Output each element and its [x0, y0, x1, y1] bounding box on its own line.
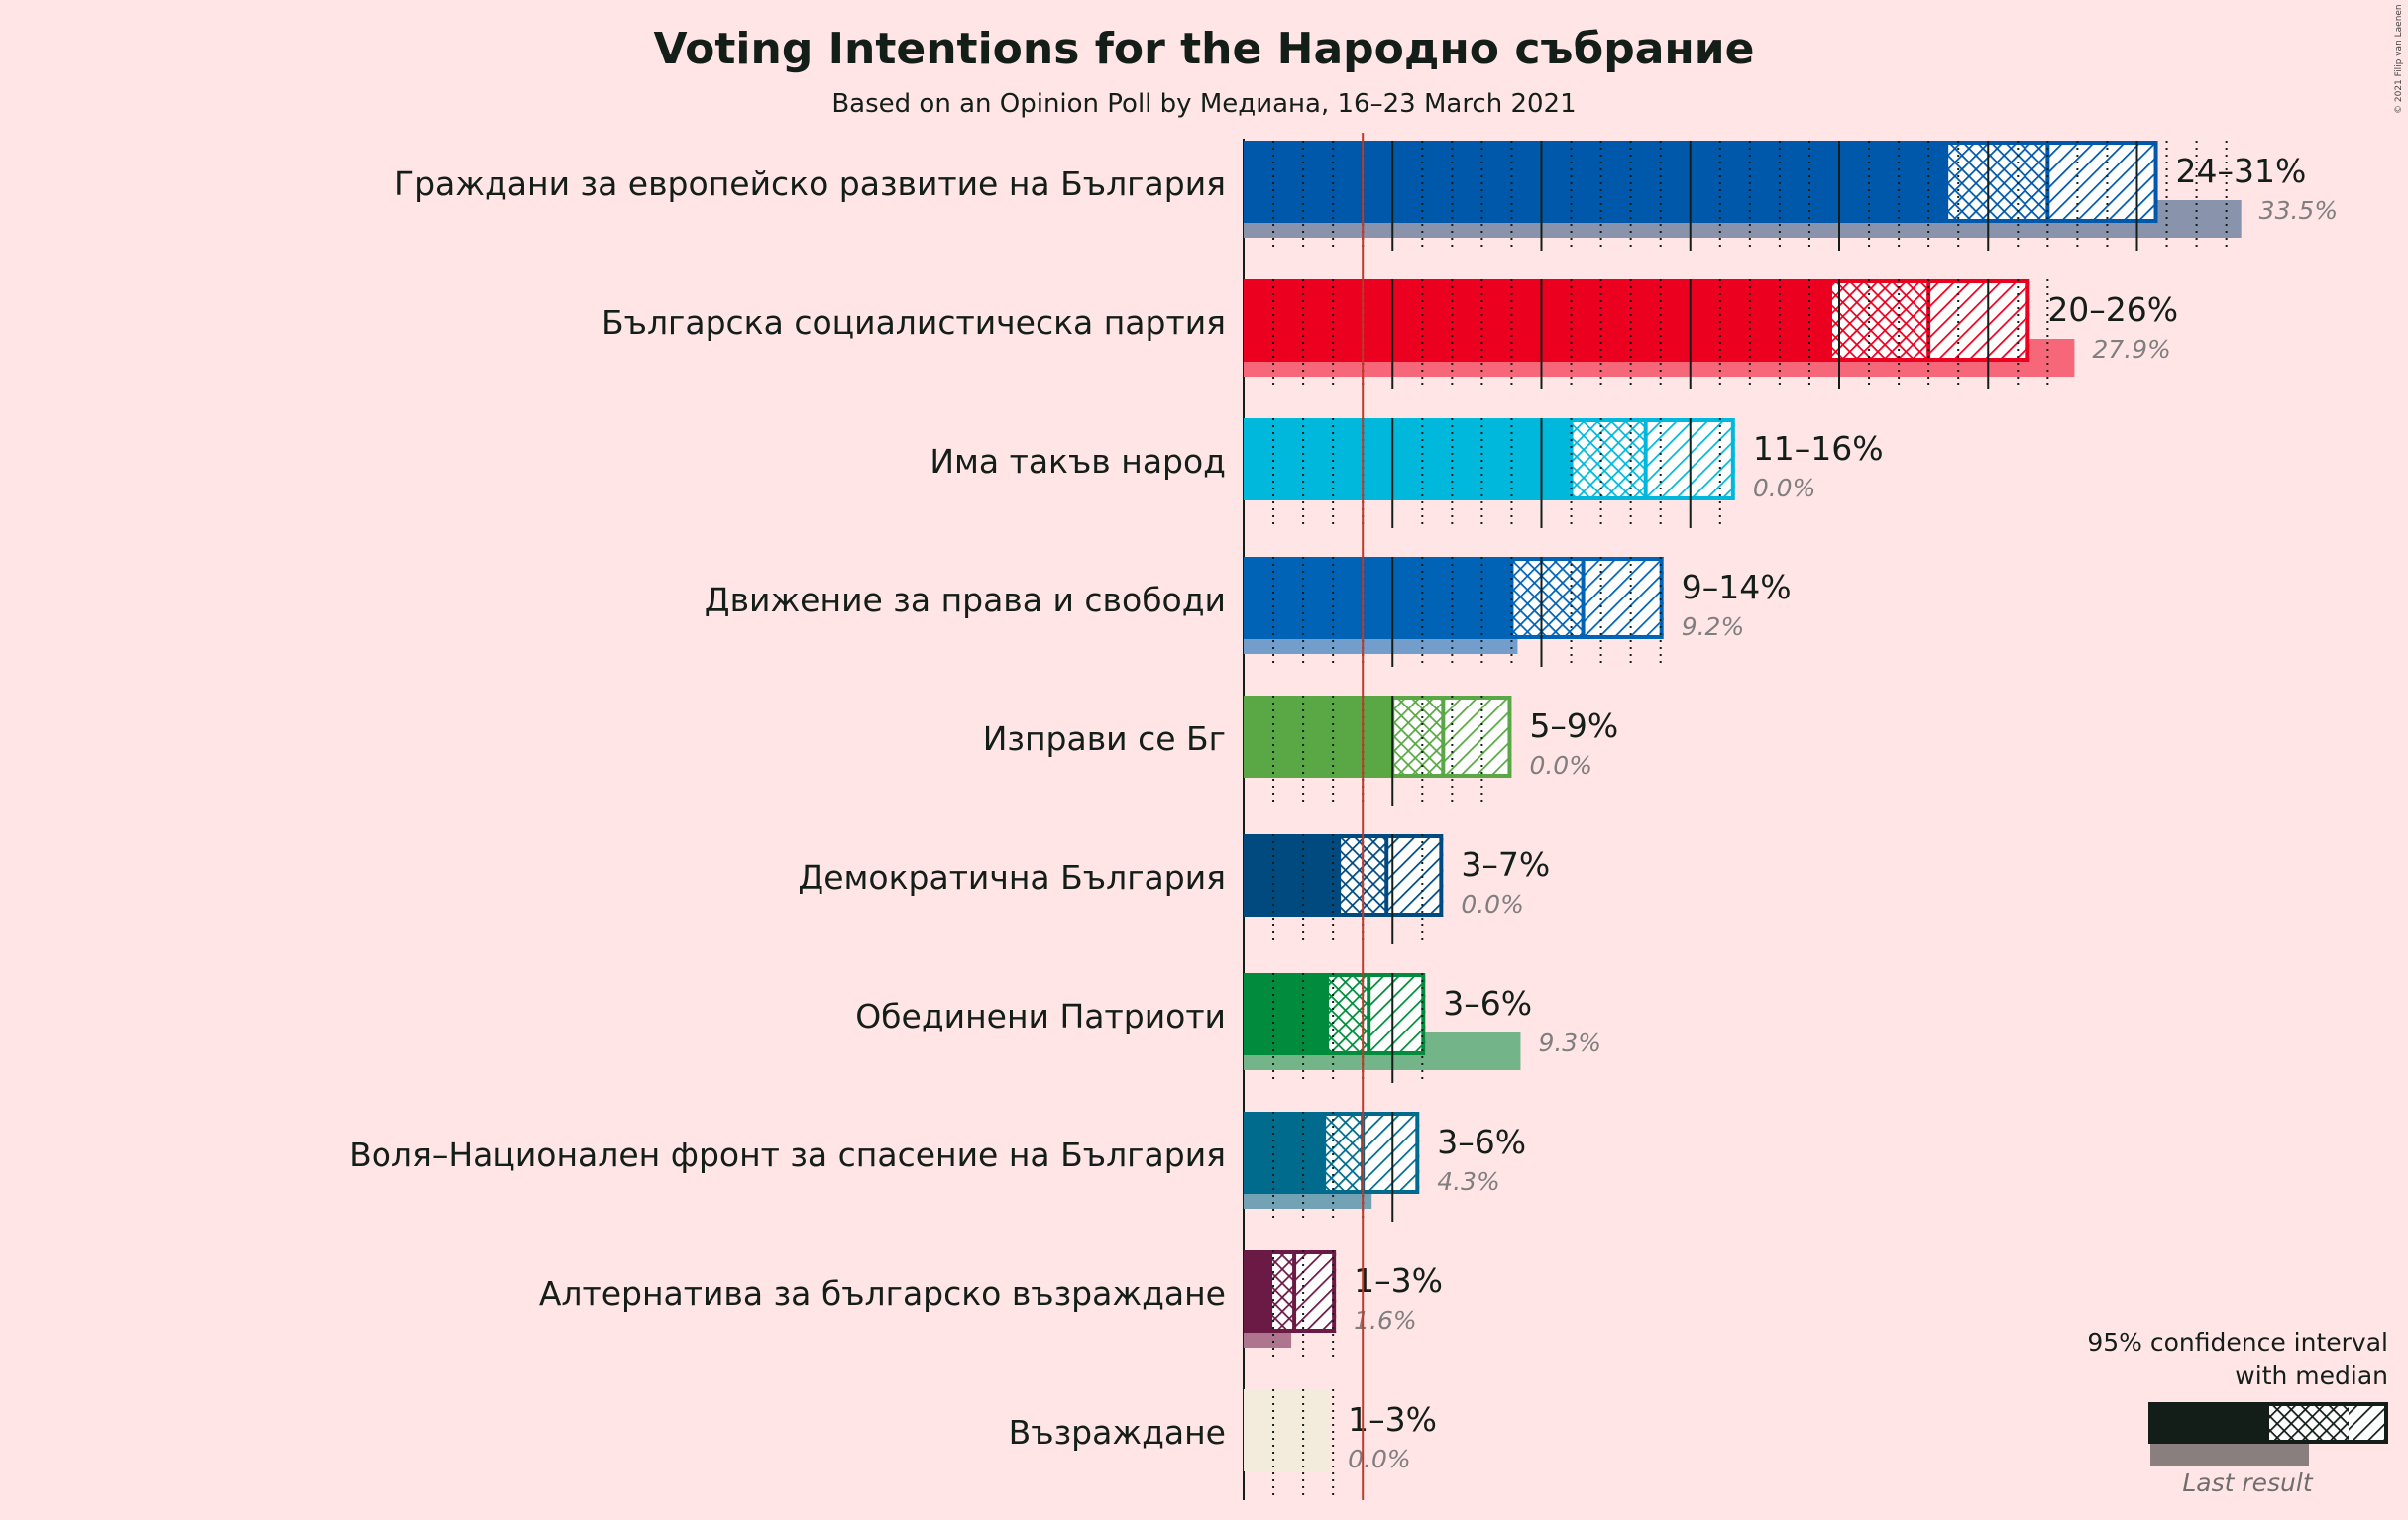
party-label: Движение за права и свободи [705, 581, 1226, 619]
bar-ci-lower [1327, 973, 1369, 1055]
last-result-label: 0.0% [1753, 474, 1816, 502]
chart-subtitle: Based on an Opinion Poll by Медиана, 16–… [831, 89, 1576, 119]
range-label: 3–7% [1461, 845, 1550, 884]
last-result-label: 33.5% [2259, 196, 2338, 225]
ci-outline [1509, 557, 1664, 639]
bar-ci-upper [1386, 834, 1444, 917]
bar-solid [1244, 557, 1512, 639]
party-label: Демократична България [798, 858, 1226, 897]
range-label: 20–26% [2047, 290, 2178, 329]
bar-ci-lower [1946, 141, 2048, 223]
bar-solid [1244, 973, 1328, 1055]
range-label: 1–3% [1354, 1261, 1443, 1300]
range-label: 3–6% [1443, 984, 1532, 1023]
bar-ci-lower [1571, 418, 1646, 500]
range-label: 24–31% [2176, 152, 2307, 190]
legend-outline [2148, 1402, 2388, 1444]
copyright-note: © 2021 Filip van Laenen [2394, 4, 2404, 114]
bar-solid [1244, 834, 1340, 917]
ci-outline [1322, 1112, 1420, 1194]
bar-ci-upper [1368, 973, 1426, 1055]
range-label: 5–9% [1529, 706, 1618, 745]
bar-solid [1244, 1250, 1271, 1333]
bar-ci-lower [1511, 557, 1584, 639]
party-label: Граждани за европейско развитие на Бълга… [394, 164, 1226, 203]
last-result-label: 9.2% [1682, 612, 1745, 641]
ci-outline [1325, 973, 1426, 1055]
bar-solid [1244, 418, 1572, 500]
ci-outline [1569, 418, 1735, 500]
bar-ci-upper [1244, 1389, 1331, 1471]
bar-ci-upper [1928, 279, 2030, 362]
last-result-label: 0.0% [1348, 1445, 1411, 1473]
bar-ci-lower [1392, 696, 1444, 778]
bar-ci-upper [1583, 557, 1664, 639]
last-result-label: 1.6% [1354, 1306, 1417, 1335]
range-label: 3–6% [1437, 1123, 1526, 1161]
legend-last-result-label: Last result [2182, 1468, 2313, 1497]
range-label: 11–16% [1753, 429, 1884, 468]
party-label: Обединени Патриоти [855, 997, 1226, 1035]
legend-line-2: with median [2235, 1361, 2388, 1390]
bar-solid [1244, 696, 1393, 778]
last-result-label: 0.0% [1529, 751, 1592, 780]
ci-outline [1944, 141, 2158, 223]
legend-line-1: 95% confidence interval [2087, 1328, 2388, 1357]
legend: 95% confidence interval with median Last… [2087, 1328, 2388, 1497]
legend-solid-bar [2148, 1402, 2269, 1444]
bar-ci-upper [1443, 696, 1512, 778]
last-result-label: 9.3% [1538, 1029, 1601, 1057]
legend-ci-upper [2349, 1402, 2388, 1444]
ci-outline [1337, 834, 1444, 917]
party-label: Алтернатива за българско възраждане [539, 1274, 1226, 1313]
last-result-label: 27.9% [2092, 335, 2170, 364]
bar-ci-upper [1294, 1250, 1337, 1333]
bar-ci-lower [1829, 279, 1929, 362]
party-label: Изправи се Бг [983, 719, 1226, 758]
bar-solid [1244, 1112, 1325, 1194]
party-label: Воля–Национален фронт за спасение на Бъл… [349, 1136, 1226, 1174]
bars-group: Граждани за европейско развитие на Бълга… [349, 133, 2338, 1500]
bar-ci-lower [1270, 1250, 1295, 1333]
legend-ci-lower [2269, 1402, 2349, 1444]
range-label: 1–3% [1348, 1400, 1437, 1439]
party-label: Българска социалистическа партия [602, 303, 1226, 342]
bar-solid [1244, 141, 1947, 223]
bar-ci-lower [1324, 1112, 1364, 1194]
bar-solid [1244, 279, 1830, 362]
last-result-label: 0.0% [1461, 890, 1524, 919]
legend-last-result-bar [2150, 1443, 2309, 1466]
party-label: Има такъв народ [930, 442, 1226, 481]
range-label: 9–14% [1682, 568, 1792, 606]
chart-title: Voting Intentions for the Народно събран… [654, 24, 1755, 74]
bar-ci-upper [1363, 1112, 1420, 1194]
party-label: Възраждане [1009, 1413, 1226, 1452]
last-result-label: 4.3% [1437, 1167, 1500, 1196]
bar-ci-upper [2047, 141, 2158, 223]
